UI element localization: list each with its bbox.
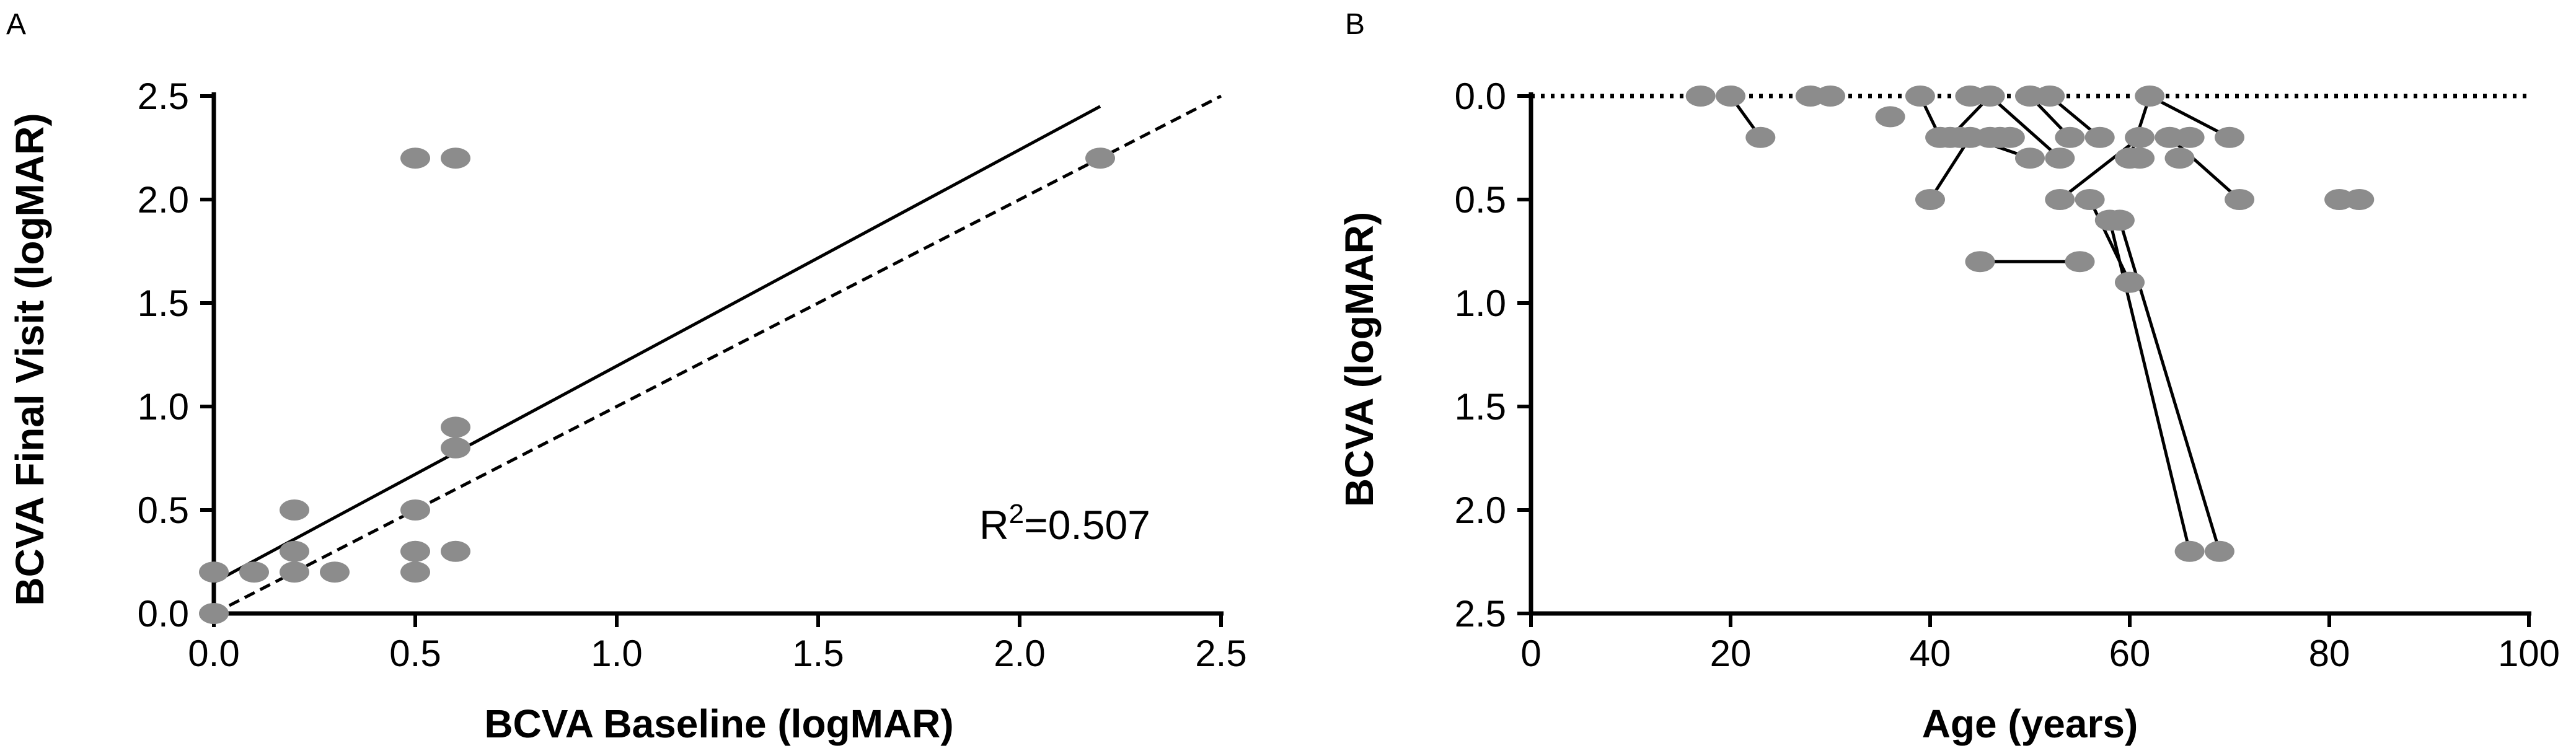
panel-b-x-tick-label: 60 bbox=[2109, 633, 2151, 674]
data-point bbox=[2125, 147, 2155, 169]
panel-b-y-tick-label: 0.0 bbox=[1455, 76, 1506, 117]
panel-a-y-tick-label: 0.0 bbox=[138, 593, 189, 635]
panel-a-x-tick-label: 0.5 bbox=[389, 633, 441, 674]
data-point bbox=[320, 561, 350, 583]
panel-b-x-tick-label: 100 bbox=[2498, 633, 2560, 674]
panel-b-x-axis-title: Age (years) bbox=[1922, 701, 2138, 746]
panel-a-x-tick-label: 2.0 bbox=[994, 633, 1045, 674]
connecting-line bbox=[2088, 198, 2132, 283]
panel-a-y-axis-title: BCVA Final Visit (logMAR) bbox=[7, 113, 52, 605]
r-squared-superscript: 2 bbox=[1009, 499, 1024, 529]
data-point bbox=[239, 561, 269, 583]
panel-a-y-tick-label: 1.5 bbox=[138, 283, 189, 324]
data-point bbox=[1685, 86, 1716, 107]
data-point bbox=[441, 416, 470, 438]
connecting-line bbox=[2108, 219, 2192, 552]
panel-b-y-tick-label: 1.5 bbox=[1455, 386, 1506, 428]
data-point bbox=[2174, 540, 2205, 562]
panel-b-y-axis-title: BCVA (logMAR) bbox=[1337, 212, 1382, 507]
data-point bbox=[2084, 126, 2115, 148]
data-point bbox=[2344, 189, 2375, 210]
data-point bbox=[2055, 126, 2085, 148]
data-point bbox=[400, 147, 430, 169]
panel-b-x-tick-label: 40 bbox=[1910, 633, 1951, 674]
data-point bbox=[1995, 126, 2025, 148]
data-point bbox=[2045, 147, 2075, 169]
data-point bbox=[2135, 86, 2165, 107]
r-squared-annotation: R2=0.507 bbox=[979, 499, 1150, 548]
panel-b-points bbox=[1685, 86, 2375, 562]
data-point bbox=[2035, 86, 2065, 107]
data-point bbox=[1965, 251, 1995, 273]
panel-b-x-tick-label: 0 bbox=[1520, 633, 1541, 674]
data-point bbox=[400, 540, 430, 562]
data-point bbox=[2045, 189, 2075, 210]
data-point bbox=[2075, 189, 2105, 210]
panel-a-y-tick-label: 2.0 bbox=[138, 179, 189, 221]
data-point bbox=[2115, 271, 2145, 293]
panel-b-axes: 0 20 40 60 80 100 0.0 0.5 1.0 1.5 2.0 2.5 bbox=[1455, 76, 2560, 674]
data-point bbox=[2065, 251, 2095, 273]
connecting-line bbox=[2058, 136, 2141, 201]
data-point bbox=[441, 437, 470, 459]
data-point bbox=[1875, 106, 1905, 128]
data-point bbox=[2015, 147, 2045, 169]
panel-a-y-tick-label: 0.5 bbox=[138, 490, 189, 531]
panel-b-x-tick-label: 80 bbox=[2309, 633, 2350, 674]
data-point bbox=[199, 603, 229, 624]
panel-b-y-tick-label: 1.0 bbox=[1455, 283, 1506, 324]
data-point bbox=[2125, 126, 2155, 148]
panel-b-y-tick-label: 0.5 bbox=[1455, 179, 1506, 221]
data-point bbox=[2174, 126, 2205, 148]
data-point bbox=[280, 499, 309, 521]
connecting-line bbox=[2118, 219, 2221, 552]
connecting-line bbox=[1928, 136, 1972, 201]
panel-b-y-tick-label: 2.0 bbox=[1455, 490, 1506, 531]
data-point bbox=[2225, 189, 2255, 210]
data-point bbox=[400, 499, 430, 521]
panel-a-points bbox=[199, 147, 1115, 624]
r-squared-value: =0.507 bbox=[1024, 502, 1150, 548]
data-point bbox=[2164, 147, 2195, 169]
r-squared-base: R bbox=[979, 502, 1009, 548]
data-point bbox=[1716, 86, 1745, 107]
panel-a-y-tick-label: 1.0 bbox=[138, 386, 189, 428]
data-point bbox=[400, 561, 430, 583]
panel-b: B 0 20 40 60 80 100 0.0 0.5 1.0 1.5 2.0 2.5 Age (ye… bbox=[1337, 8, 2560, 746]
data-point bbox=[280, 540, 309, 562]
panel-b-y-tick-label: 2.5 bbox=[1455, 593, 1506, 635]
panel-a-y-tick-label: 2.5 bbox=[138, 76, 189, 117]
identity-line bbox=[213, 94, 1222, 615]
connecting-line bbox=[1988, 95, 2061, 160]
data-point bbox=[1905, 86, 1935, 107]
data-point bbox=[2204, 540, 2234, 562]
panel-b-label: B bbox=[1345, 8, 1365, 41]
panel-a-x-tick-label: 0.0 bbox=[188, 633, 239, 674]
panel-a: A 0.0 0.5 1.0 1.5 2.0 2.5 0.0 0.5 1.0 1.5 2.0 2.5 R… bbox=[6, 8, 1247, 746]
panel-a-x-tick-label: 1.5 bbox=[792, 633, 844, 674]
panel-b-x-tick-label: 20 bbox=[1710, 633, 1752, 674]
data-point bbox=[441, 147, 470, 169]
data-point bbox=[1975, 86, 2005, 107]
data-point bbox=[2215, 126, 2244, 148]
data-point bbox=[1815, 86, 1845, 107]
data-point bbox=[1085, 147, 1115, 169]
panel-a-x-tick-label: 1.0 bbox=[591, 633, 642, 674]
connecting-line bbox=[2149, 94, 2231, 139]
regression-line bbox=[213, 105, 1101, 584]
data-point bbox=[2104, 209, 2135, 231]
data-point bbox=[1745, 126, 1776, 148]
data-point bbox=[280, 561, 309, 583]
data-point bbox=[199, 561, 229, 583]
panel-a-x-axis-title: BCVA Baseline (logMAR) bbox=[484, 701, 953, 746]
panel-a-lines bbox=[213, 94, 1222, 615]
panel-a-x-tick-label: 2.5 bbox=[1195, 633, 1246, 674]
data-point bbox=[441, 540, 470, 562]
panel-a-axes: 0.0 0.5 1.0 1.5 2.0 2.5 0.0 0.5 1.0 1.5 2.0 2.5 bbox=[138, 76, 1247, 674]
panel-a-label: A bbox=[6, 8, 26, 41]
data-point bbox=[1915, 189, 1945, 210]
